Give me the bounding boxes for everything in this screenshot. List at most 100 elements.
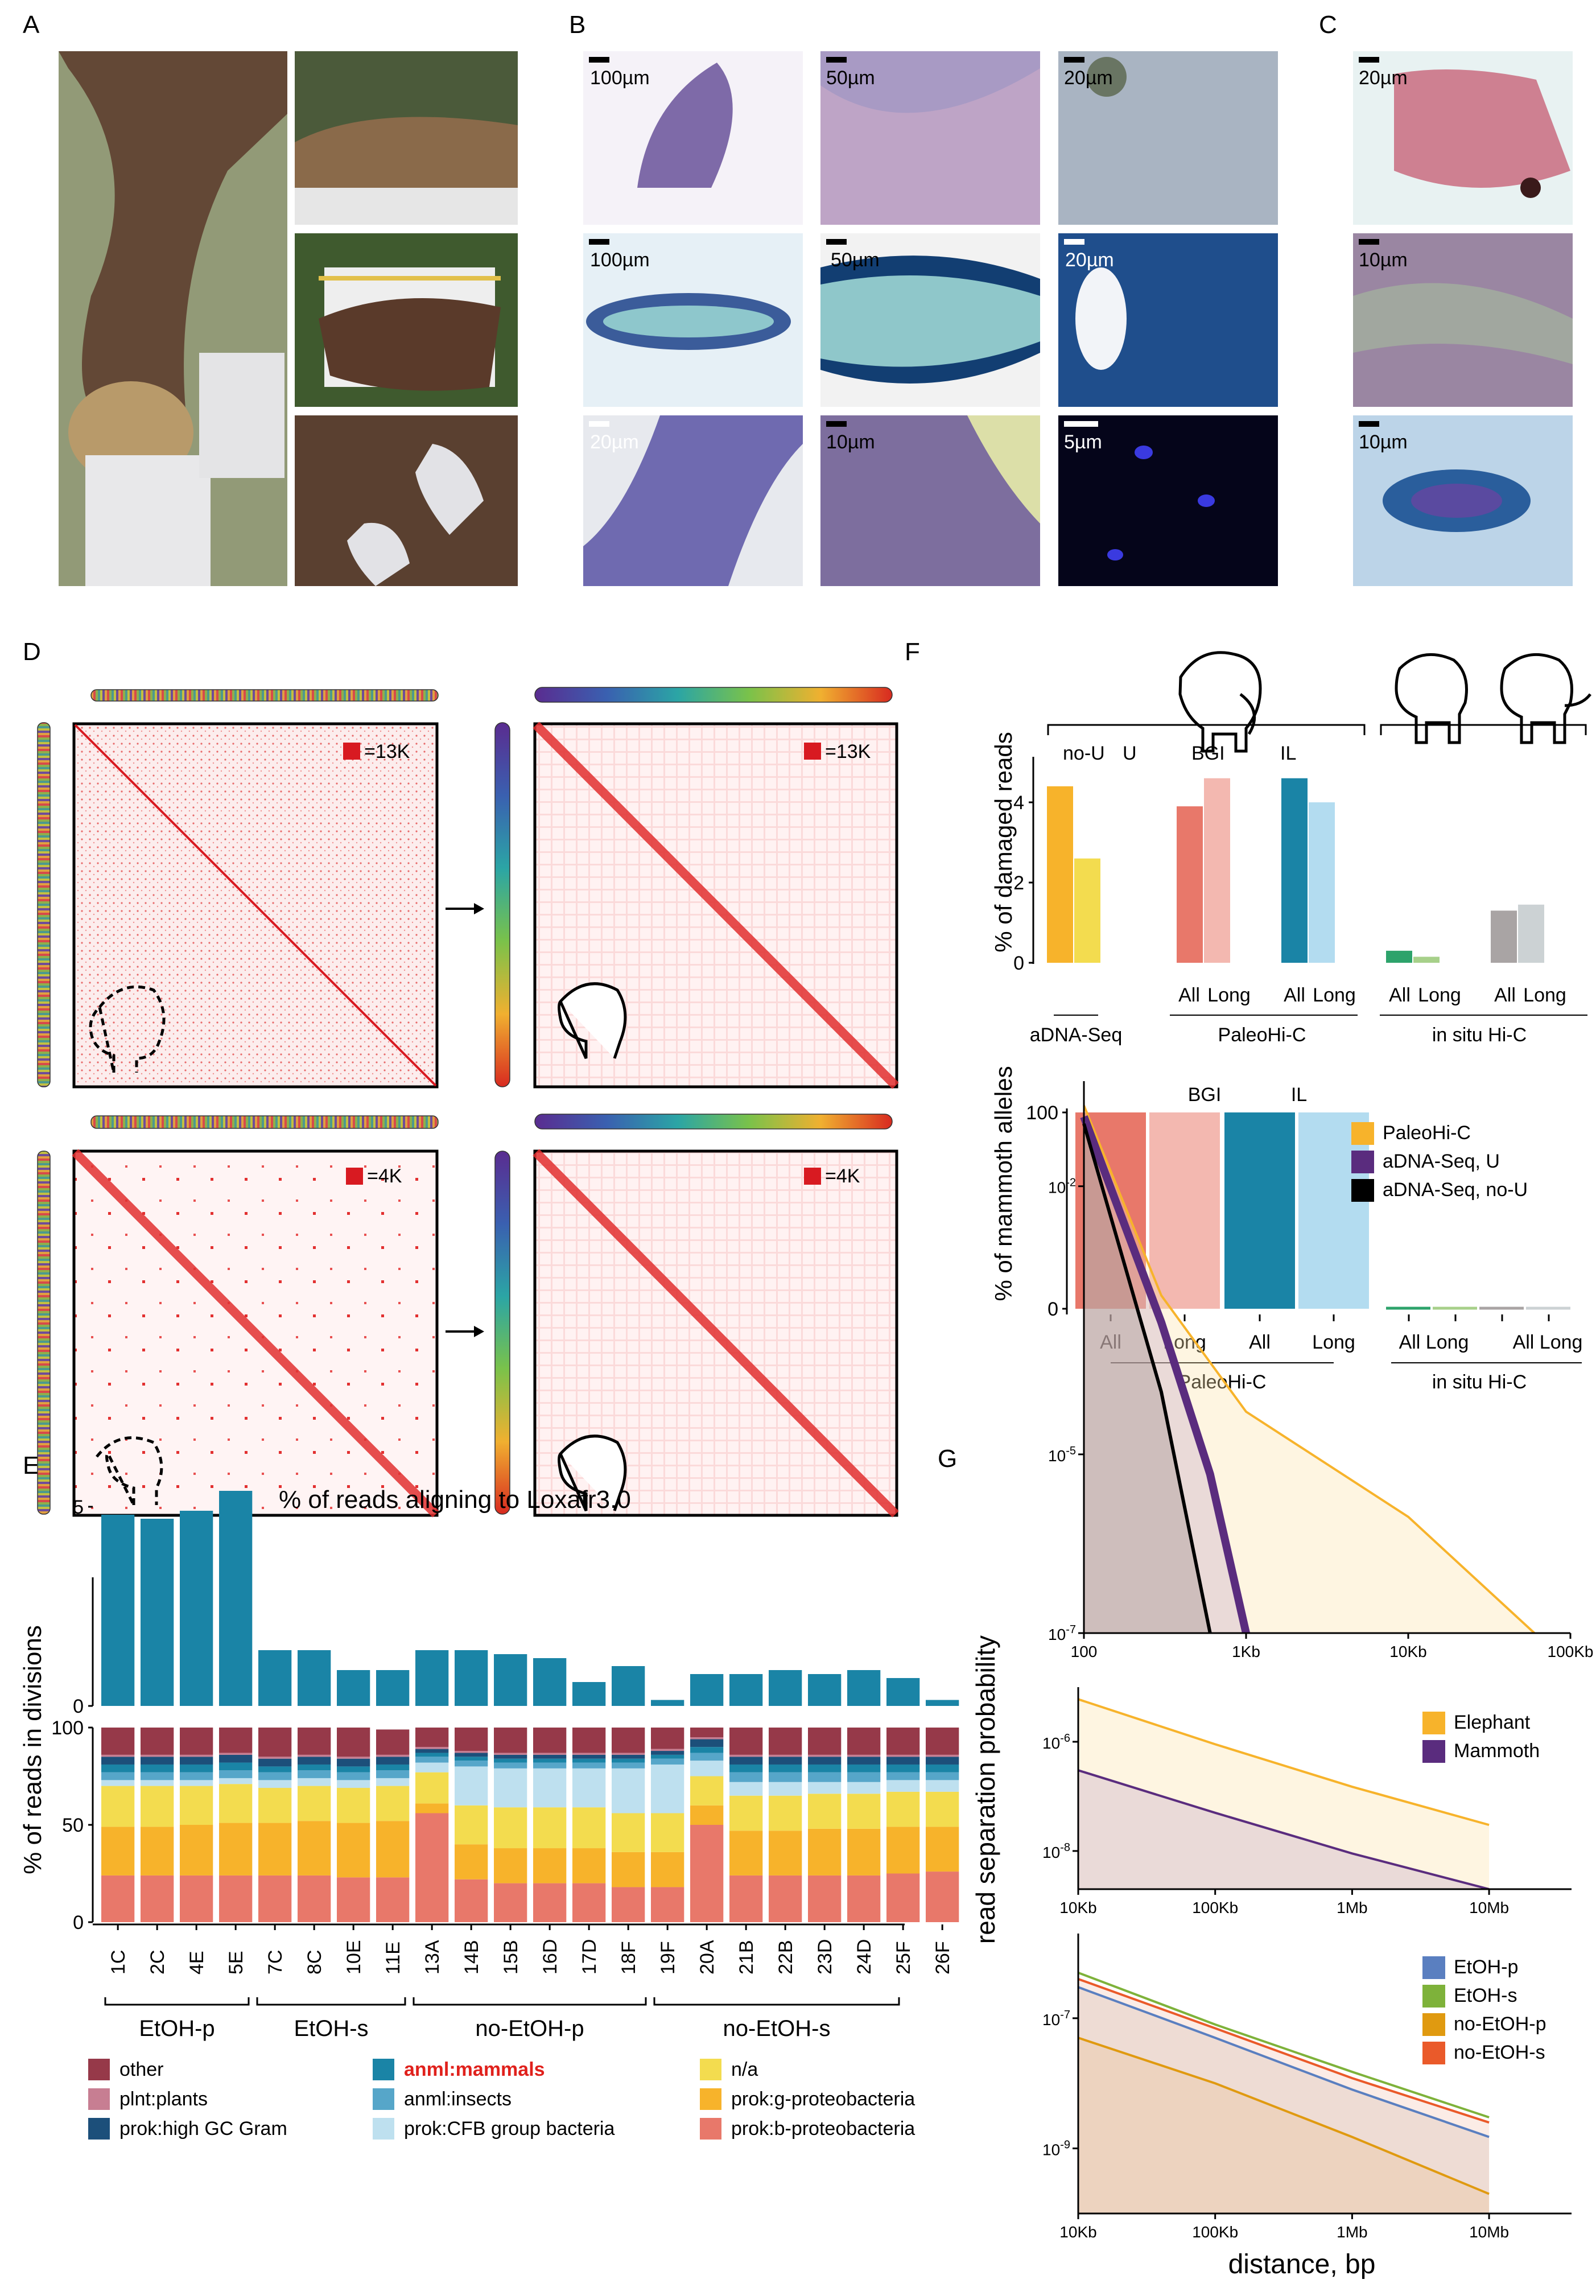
f-bot-ytick-label: 100 xyxy=(1026,1102,1058,1124)
g-ytick-label: 10-2 xyxy=(1048,1177,1076,1197)
e-stack-segment xyxy=(337,1757,370,1759)
g-area-fill xyxy=(1084,1116,1246,1633)
e-xtick-label: 20A xyxy=(696,1940,718,1975)
e-stack-segment xyxy=(455,1728,488,1751)
g-xtick-label: 10Kb xyxy=(1059,2223,1096,2241)
e-stack-segment xyxy=(494,1807,527,1849)
e-stack-segment xyxy=(926,1757,959,1765)
g-legend-swatch xyxy=(1351,1122,1374,1145)
e-legend-label: other xyxy=(119,2059,164,2080)
e-top-bar xyxy=(141,1519,174,1706)
panel-label-d: D xyxy=(23,638,41,666)
e-stack-segment xyxy=(886,1728,920,1755)
e-stack-segment xyxy=(572,1753,606,1755)
e-stack-segment xyxy=(612,1753,645,1755)
f-top-ytick-label: 0 xyxy=(1013,953,1024,974)
e-stack-segment xyxy=(494,1758,527,1763)
e-stack-segment xyxy=(886,1764,920,1773)
e-stack-segment xyxy=(376,1754,410,1757)
f-bot-xlabel: All Long xyxy=(1399,1332,1469,1353)
f-top-xlabel: Long xyxy=(1313,984,1356,1006)
g-legend-label: no-EtOH-p xyxy=(1454,2013,1546,2035)
e-stack-segment xyxy=(926,1754,959,1757)
e-stack-segment xyxy=(729,1754,763,1757)
g-xlabel: distance, bp xyxy=(1228,2249,1376,2279)
e-top-ytick-label: 0 xyxy=(73,1696,84,1717)
g-legend-swatch xyxy=(1422,2013,1445,2036)
e-top-bar xyxy=(258,1650,292,1706)
g-series-line xyxy=(1082,1123,1212,1634)
e-stack-segment xyxy=(651,1749,684,1751)
elephant-icon xyxy=(558,982,627,1060)
e-xtick-label: 16D xyxy=(539,1939,561,1975)
f-bot-bar xyxy=(1526,1306,1570,1310)
e-stack-segment xyxy=(415,1747,449,1749)
e-stack-segment xyxy=(690,1739,724,1747)
f-bot-ytick-label: 0 xyxy=(1047,1299,1058,1320)
legend-d3: =4K xyxy=(367,1165,402,1187)
scalebar-b4: 100µm xyxy=(590,249,650,271)
e-stack-segment xyxy=(180,1754,213,1757)
e-top-bar xyxy=(886,1678,920,1706)
e-stack-segment xyxy=(455,1766,488,1806)
g-legend-label: Mammoth xyxy=(1454,1740,1540,1762)
f-top-xlabel: Long xyxy=(1418,984,1461,1006)
panel-b-micrographs: 100µm 50µm 20µm 100µm 50µm 20µm 20µm 10µ… xyxy=(583,51,1278,586)
e-stack-segment xyxy=(494,1848,527,1883)
e-legend-swatch xyxy=(373,2059,394,2080)
f-top-bar xyxy=(1177,806,1203,963)
f-top-bar xyxy=(1047,786,1073,963)
elephant-icon-2 xyxy=(558,1435,627,1512)
e-stack-segment xyxy=(494,1753,527,1755)
e-stack-segment xyxy=(298,1778,331,1786)
e-stack-segment xyxy=(455,1761,488,1767)
panel-e: % of reads aligning to Loxafr3.0 05 0501… xyxy=(19,1486,959,2140)
e-stack-segment xyxy=(690,1728,724,1738)
e-stack-segment xyxy=(847,1794,881,1829)
e-stack-segment xyxy=(769,1772,802,1782)
scalebar-c1: 20µm xyxy=(1359,67,1408,89)
e-stack-segment xyxy=(141,1827,174,1875)
e-stack-segment xyxy=(337,1877,370,1922)
g-ytick-label: 10-7 xyxy=(1048,1623,1076,1643)
e-stack-segment xyxy=(494,1728,527,1753)
g-legend-label: EtOH-s xyxy=(1454,1985,1517,2006)
e-xtick-label: 21B xyxy=(736,1940,757,1975)
e-stack-segment xyxy=(651,1728,684,1749)
scalebar-b3: 20µm xyxy=(1064,67,1113,89)
e-stack-segment xyxy=(769,1875,802,1922)
e-stack-segment xyxy=(101,1786,135,1827)
e-legend-label: anml:insects xyxy=(404,2088,512,2110)
e-stack-segment xyxy=(847,1764,881,1773)
e-legend-swatch xyxy=(88,2088,110,2110)
g-series-line xyxy=(1083,1105,1536,1634)
e-stack-segment xyxy=(533,1883,567,1922)
g-legend-swatch xyxy=(1422,1956,1445,1979)
f-label-il: IL xyxy=(1280,743,1296,764)
e-stack-segment xyxy=(337,1788,370,1823)
g-ytick-label: 10-5 xyxy=(1048,1445,1076,1465)
scalebar-b6: 20µm xyxy=(1065,249,1114,271)
e-stack-segment xyxy=(101,1827,135,1875)
e-stack-segment xyxy=(455,1753,488,1757)
e-stack-segment xyxy=(572,1768,606,1808)
f-top-bar xyxy=(1204,778,1230,963)
e-stack-segment xyxy=(533,1728,567,1753)
panel-e-ylabel: % of reads in divisions xyxy=(19,1625,47,1874)
e-top-bar xyxy=(101,1515,135,1706)
e-stack-segment xyxy=(612,1762,645,1769)
e-top-bar xyxy=(847,1670,881,1706)
e-stack-segment xyxy=(415,1762,449,1773)
e-stack-segment xyxy=(258,1772,292,1780)
f-top-group-label: aDNA-Seq xyxy=(1030,1024,1123,1046)
e-stack-segment xyxy=(298,1754,331,1757)
e-legend-swatch xyxy=(373,2118,394,2140)
e-stack-segment xyxy=(926,1772,959,1780)
g-area-fill xyxy=(1078,1699,1490,1889)
e-stack-segment xyxy=(533,1768,567,1808)
e-top-bar xyxy=(180,1511,213,1706)
e-stack-segment xyxy=(141,1875,174,1922)
e-stack-segment xyxy=(651,1887,684,1922)
f-top-xlabel: Long xyxy=(1207,984,1251,1006)
e-group-bracket xyxy=(653,1997,900,2006)
